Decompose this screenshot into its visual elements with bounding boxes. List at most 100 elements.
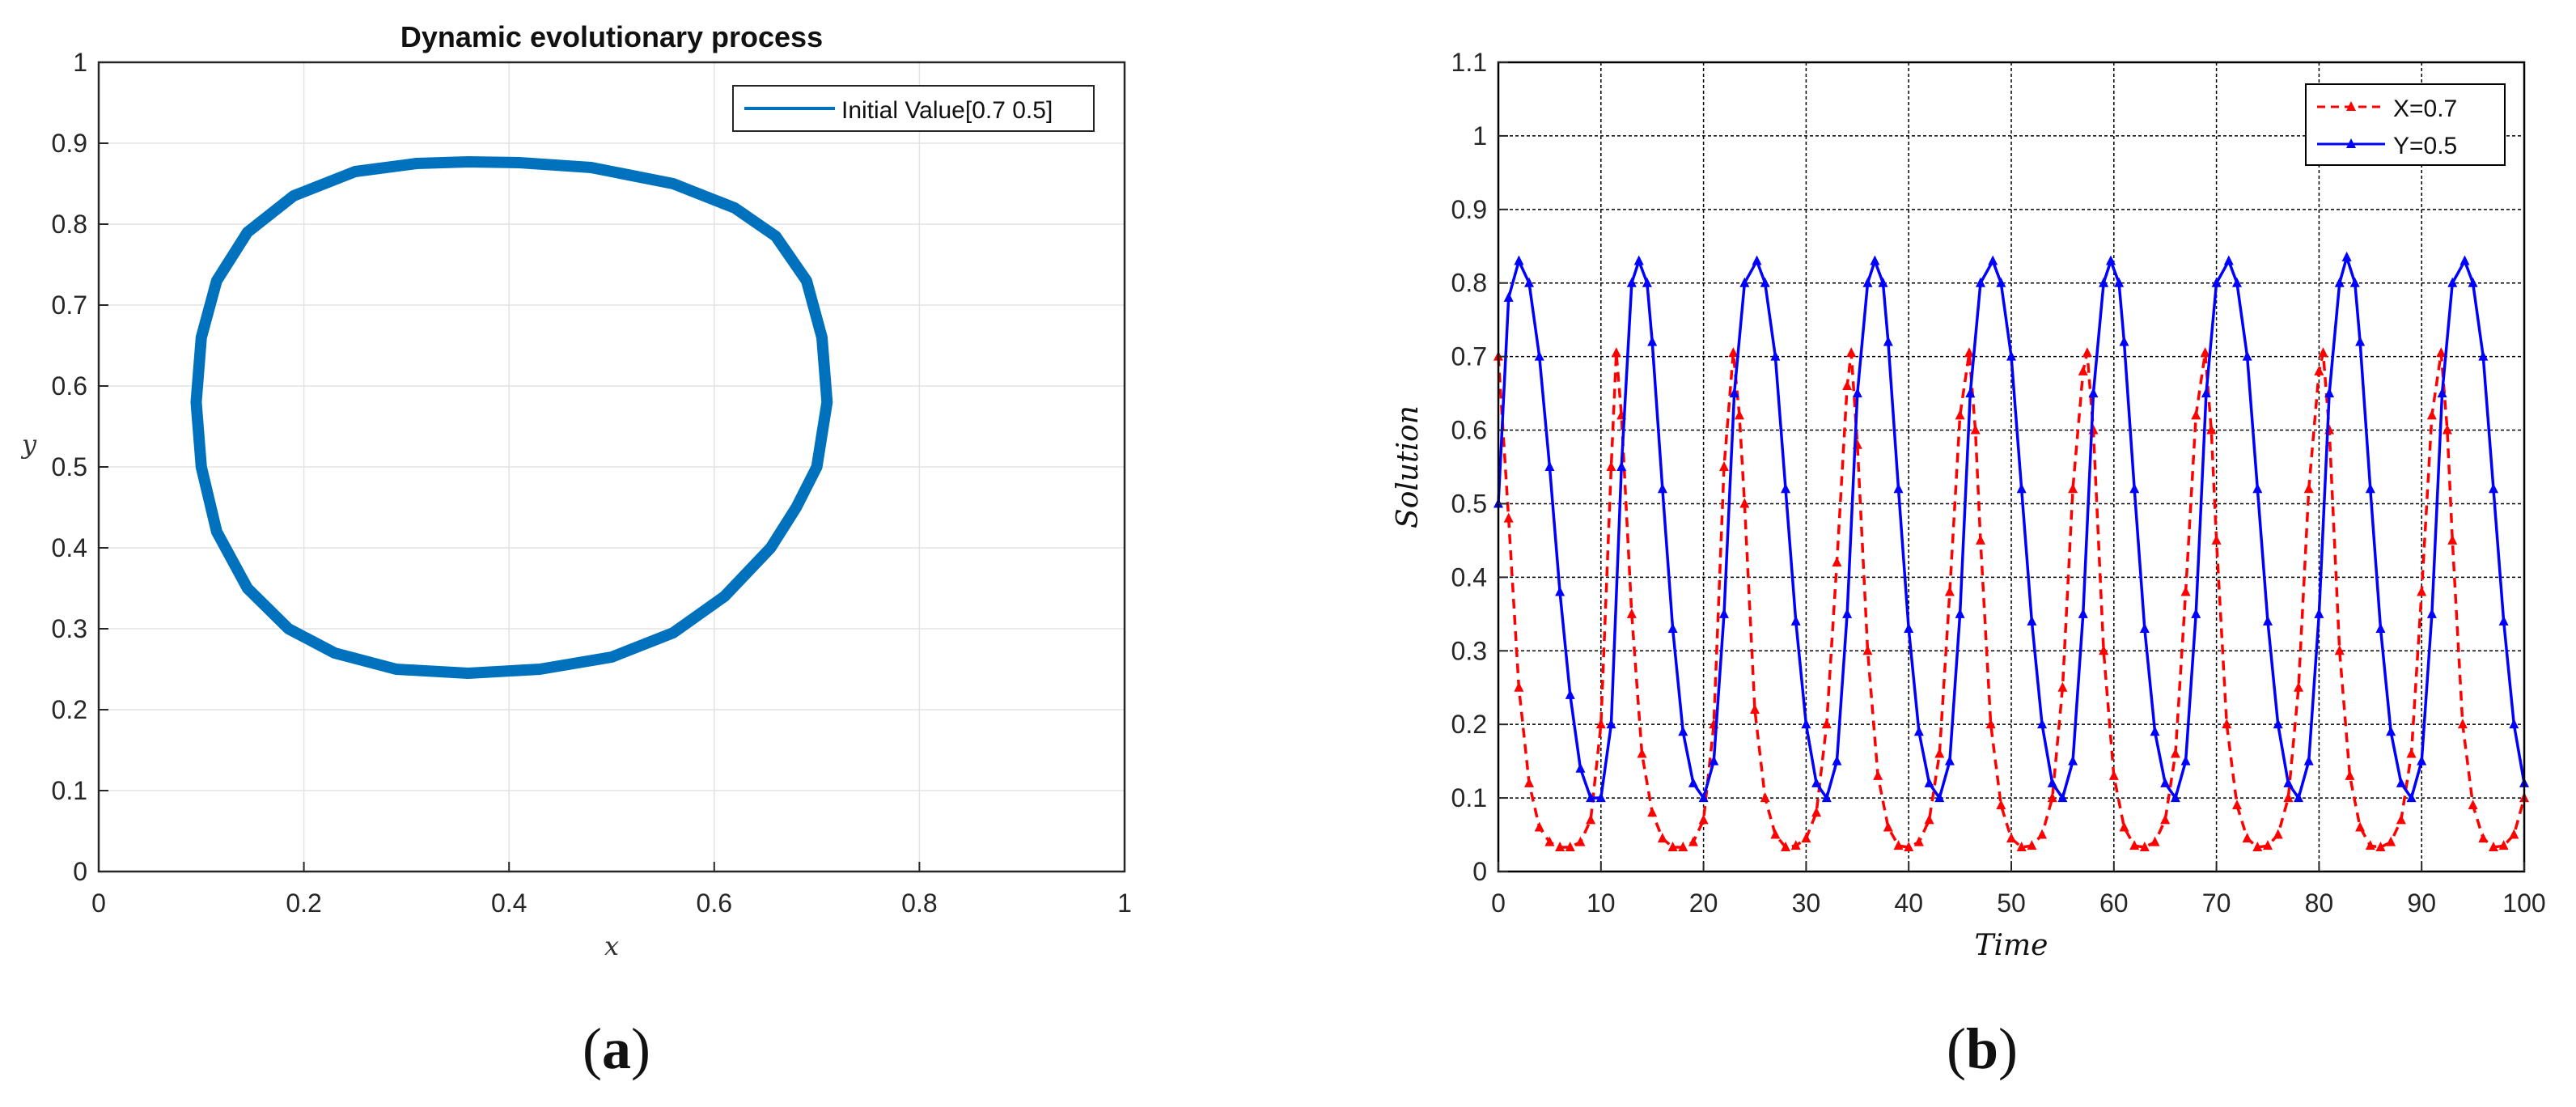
a-ytick-label: 0.4 [52, 533, 87, 562]
panel-a-legend-label: Initial Value[0.7 0.5] [841, 97, 1053, 124]
panel-b-series-0-marker [1790, 840, 1801, 850]
panel-b-series-0-marker [1626, 608, 1637, 618]
panel-b-series-0-marker [1924, 814, 1934, 825]
panel-b-legend-box [2305, 83, 2506, 166]
panel-b-caption-letter: b [1966, 1016, 1998, 1081]
panel-b-series-0-marker [1821, 719, 1832, 729]
panel-b-series-0-marker [2211, 534, 2222, 545]
panel-b-series-0-marker [2406, 748, 2417, 758]
panel-b-series-0-marker [1657, 833, 1667, 843]
panel-b-series-1-marker [1729, 388, 1739, 398]
panel-b-series-1-marker [1955, 608, 1965, 618]
panel-b-series-1-marker [2437, 388, 2447, 398]
panel-b-series-0-marker [1678, 842, 1688, 851]
panel-b-series-0-marker [2375, 842, 2386, 851]
b-xtick-label: 40 [1894, 889, 1923, 918]
panel-b-series-1-marker [1821, 792, 1832, 803]
panel-b-series-0-marker [2231, 800, 2242, 810]
panel-b-series-0-marker [2457, 719, 2468, 729]
panel-b-series-1-marker [2349, 277, 2360, 287]
a-ytick-label: 0.7 [52, 291, 87, 320]
a-xtick-label: 0.6 [697, 889, 732, 918]
panel-b-series-1-marker [2231, 277, 2242, 287]
panel-b-series-0-marker [2037, 829, 2048, 839]
panel-b-series-1-marker [1988, 255, 1998, 265]
panel-b-series-1-marker [1781, 483, 1791, 494]
panel-b-series-0-marker [1586, 814, 1596, 825]
panel-b-series-0-marker [2191, 409, 2201, 420]
panel-b-series-1-marker [2447, 277, 2458, 287]
panel-b-series-0-marker [2252, 842, 2263, 851]
panel-b-series-1-marker [2263, 615, 2273, 626]
panel-b-series-0-marker [1964, 347, 1975, 358]
panel-b-xlabel: Time [1975, 929, 2049, 962]
panel-b-series-0-marker [1637, 748, 1647, 758]
panel-b-legend-label-x: X=0.7 [2393, 95, 2457, 122]
panel-b-series-1-marker [1544, 461, 1555, 471]
panel-b-series-1-marker [2150, 726, 2160, 736]
panel-b-series-1-marker [1667, 623, 1678, 633]
panel-b-series-1-marker [1752, 255, 1762, 265]
panel-b-series-0-marker [2355, 821, 2366, 832]
panel-b-series-1-marker [2396, 777, 2406, 787]
panel-b-series-1-marker [2252, 483, 2263, 494]
panel-b-series-1-marker [1642, 277, 1652, 287]
b-ytick-label: 0.3 [1451, 636, 1487, 665]
b-ytick-label: 1.1 [1451, 48, 1487, 77]
panel-b-series-0-marker [2160, 814, 2171, 825]
panel-b-series-1-marker [2406, 792, 2417, 803]
panel-b-series-0-marker [2314, 365, 2324, 375]
panel-b-series-1-marker [1739, 277, 1750, 287]
panel-b-series-0-marker [1555, 842, 1566, 851]
panel-b-series-1-marker [2283, 777, 2294, 787]
panel-b-series-0-marker [2498, 840, 2509, 850]
panel-b-series-0-marker [1832, 557, 1842, 567]
panel-b-series-1-marker [1770, 350, 1781, 361]
a-xtick-label: 0.2 [286, 889, 321, 918]
panel-b-series-1-marker [2119, 336, 2129, 346]
panel-b-series-0-marker [1595, 719, 1606, 729]
panel-b-series-0-marker [1873, 770, 1883, 780]
panel-b-series-1-marker [2314, 608, 2324, 618]
a-ytick-label: 0.9 [52, 129, 87, 158]
panel-b-series-0-marker [1611, 347, 1621, 358]
b-ytick-label: 0.4 [1451, 562, 1487, 592]
panel-b-series-1-marker [2160, 777, 2171, 787]
panel-a-series [190, 156, 833, 679]
panel-b-series-1-marker [2088, 388, 2099, 398]
panel-b-series-0-marker [2436, 347, 2447, 358]
panel-b-series-0-marker [2283, 792, 2294, 803]
panel-b-series-0-marker [1781, 842, 1791, 851]
panel-b-series-0-marker [1718, 461, 1729, 471]
panel-b-legend: X=0.7 Y=0.5 [2305, 83, 2506, 166]
panel-b-series-0-marker [2242, 833, 2252, 843]
panel-b-series-0-marker [1811, 807, 1822, 817]
a-ytick-label: 0.8 [52, 210, 87, 239]
panel-b-series-0-marker [2488, 842, 2498, 851]
a-xtick-label: 0.4 [491, 889, 527, 918]
panel-b-series-1-marker [1709, 755, 1719, 766]
panel-b-series-1-marker [1760, 277, 1770, 287]
panel-b-series-1-marker [1996, 277, 2006, 287]
panel-b-series-0-marker [1575, 836, 1586, 846]
b-ytick-label: 0.1 [1451, 783, 1487, 812]
panel-b-series-1-marker [2498, 615, 2509, 626]
panel-b-series-0-marker [2294, 681, 2304, 692]
panel-b-series-0-marker [2206, 424, 2217, 435]
panel-b-series-0-marker [2303, 483, 2314, 494]
panel-b-legend-marker-y [2346, 138, 2356, 148]
panel-b-series-1-marker [1913, 726, 1924, 736]
panel-b-series-1-marker [1586, 792, 1596, 803]
panel-b-series-0-marker [2273, 829, 2283, 839]
panel-a-caption-letter: a [602, 1016, 631, 1081]
panel-b-series-0-marker [2426, 409, 2437, 420]
panel-b-series-0-marker [2082, 347, 2092, 358]
panel-b-series-1-marker [2129, 483, 2140, 494]
a-xtick-label: 1 [1117, 889, 1132, 918]
panel-b-series-0-marker [2108, 770, 2119, 780]
panel-b-series-0-marker [2016, 842, 2027, 851]
panel-b-series-0-marker [1944, 586, 1955, 596]
panel-b-series-0-marker [1728, 347, 1739, 358]
panel-b-series-1-marker [2273, 719, 2283, 729]
panel-b-series-1-marker [1647, 336, 1658, 346]
